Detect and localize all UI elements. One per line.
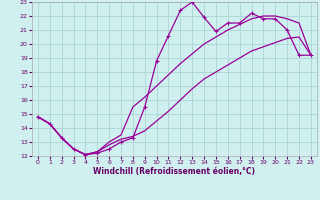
X-axis label: Windchill (Refroidissement éolien,°C): Windchill (Refroidissement éolien,°C): [93, 167, 255, 176]
